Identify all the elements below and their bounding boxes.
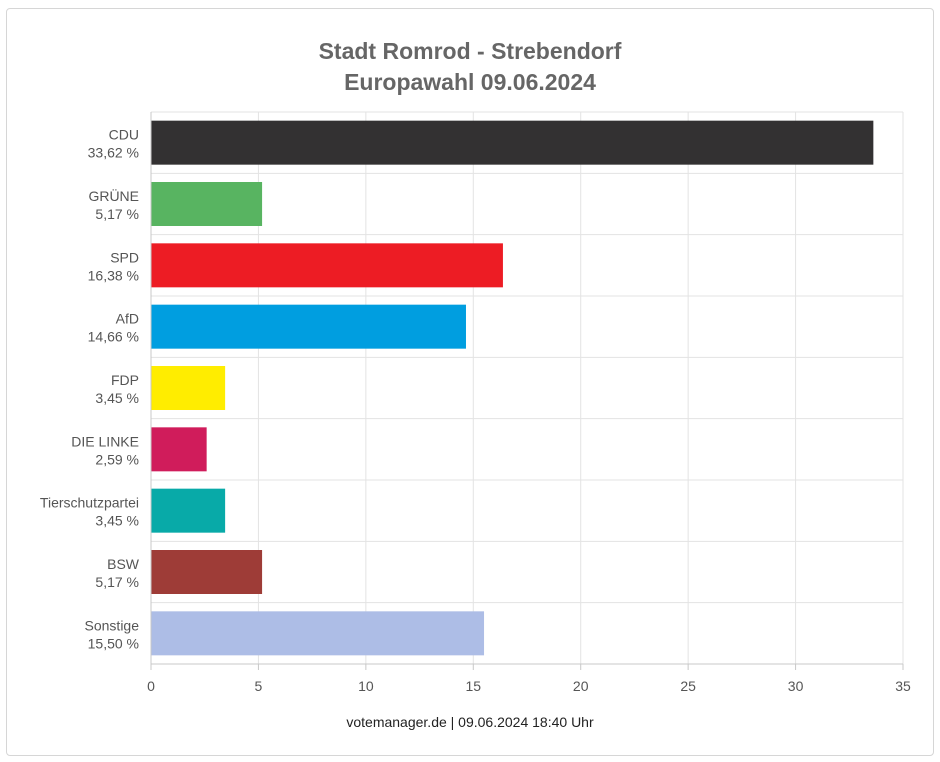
x-tick-label: 30 (788, 678, 804, 694)
category-label: CDU (109, 127, 139, 143)
bar-cdu (151, 120, 874, 165)
category-label: Sonstige (85, 617, 140, 633)
value-label: 2,59 % (95, 451, 139, 467)
value-label: 14,66 % (88, 329, 139, 345)
bar-afd (151, 304, 466, 349)
value-label: 15,50 % (88, 635, 139, 651)
x-tick-labels: 0 5 10 15 20 25 30 35 (147, 664, 911, 694)
value-label: 16,38 % (88, 267, 139, 283)
bar-tierschutzpartei (151, 488, 226, 533)
bars (151, 120, 874, 656)
x-tick-label: 15 (465, 678, 481, 694)
value-label: 5,17 % (95, 206, 139, 222)
category-label: Tierschutzpartei (40, 495, 139, 511)
value-label: 3,45 % (95, 513, 139, 529)
bar-spd (151, 243, 503, 288)
x-tick-label: 25 (680, 678, 696, 694)
category-label: AfD (116, 311, 139, 327)
category-labels: CDU 33,62 % GRÜNE 5,17 % SPD 16,38 % AfD 14,66 … (40, 127, 140, 652)
footer-source: votemanager.de | 09.06.2024 18:40 Uhr (346, 714, 594, 730)
bar-fdp (151, 366, 226, 410)
chart-subtitle: Europawahl 09.06.2024 (344, 69, 596, 95)
value-label: 5,17 % (95, 574, 139, 590)
bar-bsw (151, 550, 263, 594)
value-label: 3,45 % (95, 390, 139, 406)
value-label: 33,62 % (88, 145, 139, 161)
bar-grüne (151, 182, 263, 226)
category-label: SPD (110, 249, 139, 265)
category-label: FDP (111, 372, 139, 388)
x-tick-label: 20 (573, 678, 589, 694)
x-tick-label: 5 (255, 678, 263, 694)
x-tick-label: 0 (147, 678, 155, 694)
chart-title: Stadt Romrod - Strebendorf (318, 38, 622, 64)
bar-sonstige (151, 611, 485, 656)
category-label: BSW (107, 556, 140, 572)
category-label: DIE LINKE (71, 433, 139, 449)
category-label: GRÜNE (88, 187, 139, 204)
bar-die-linke (151, 427, 207, 472)
grid-lines (150, 111, 904, 665)
x-tick-label: 35 (895, 678, 911, 694)
x-tick-label: 10 (358, 678, 374, 694)
